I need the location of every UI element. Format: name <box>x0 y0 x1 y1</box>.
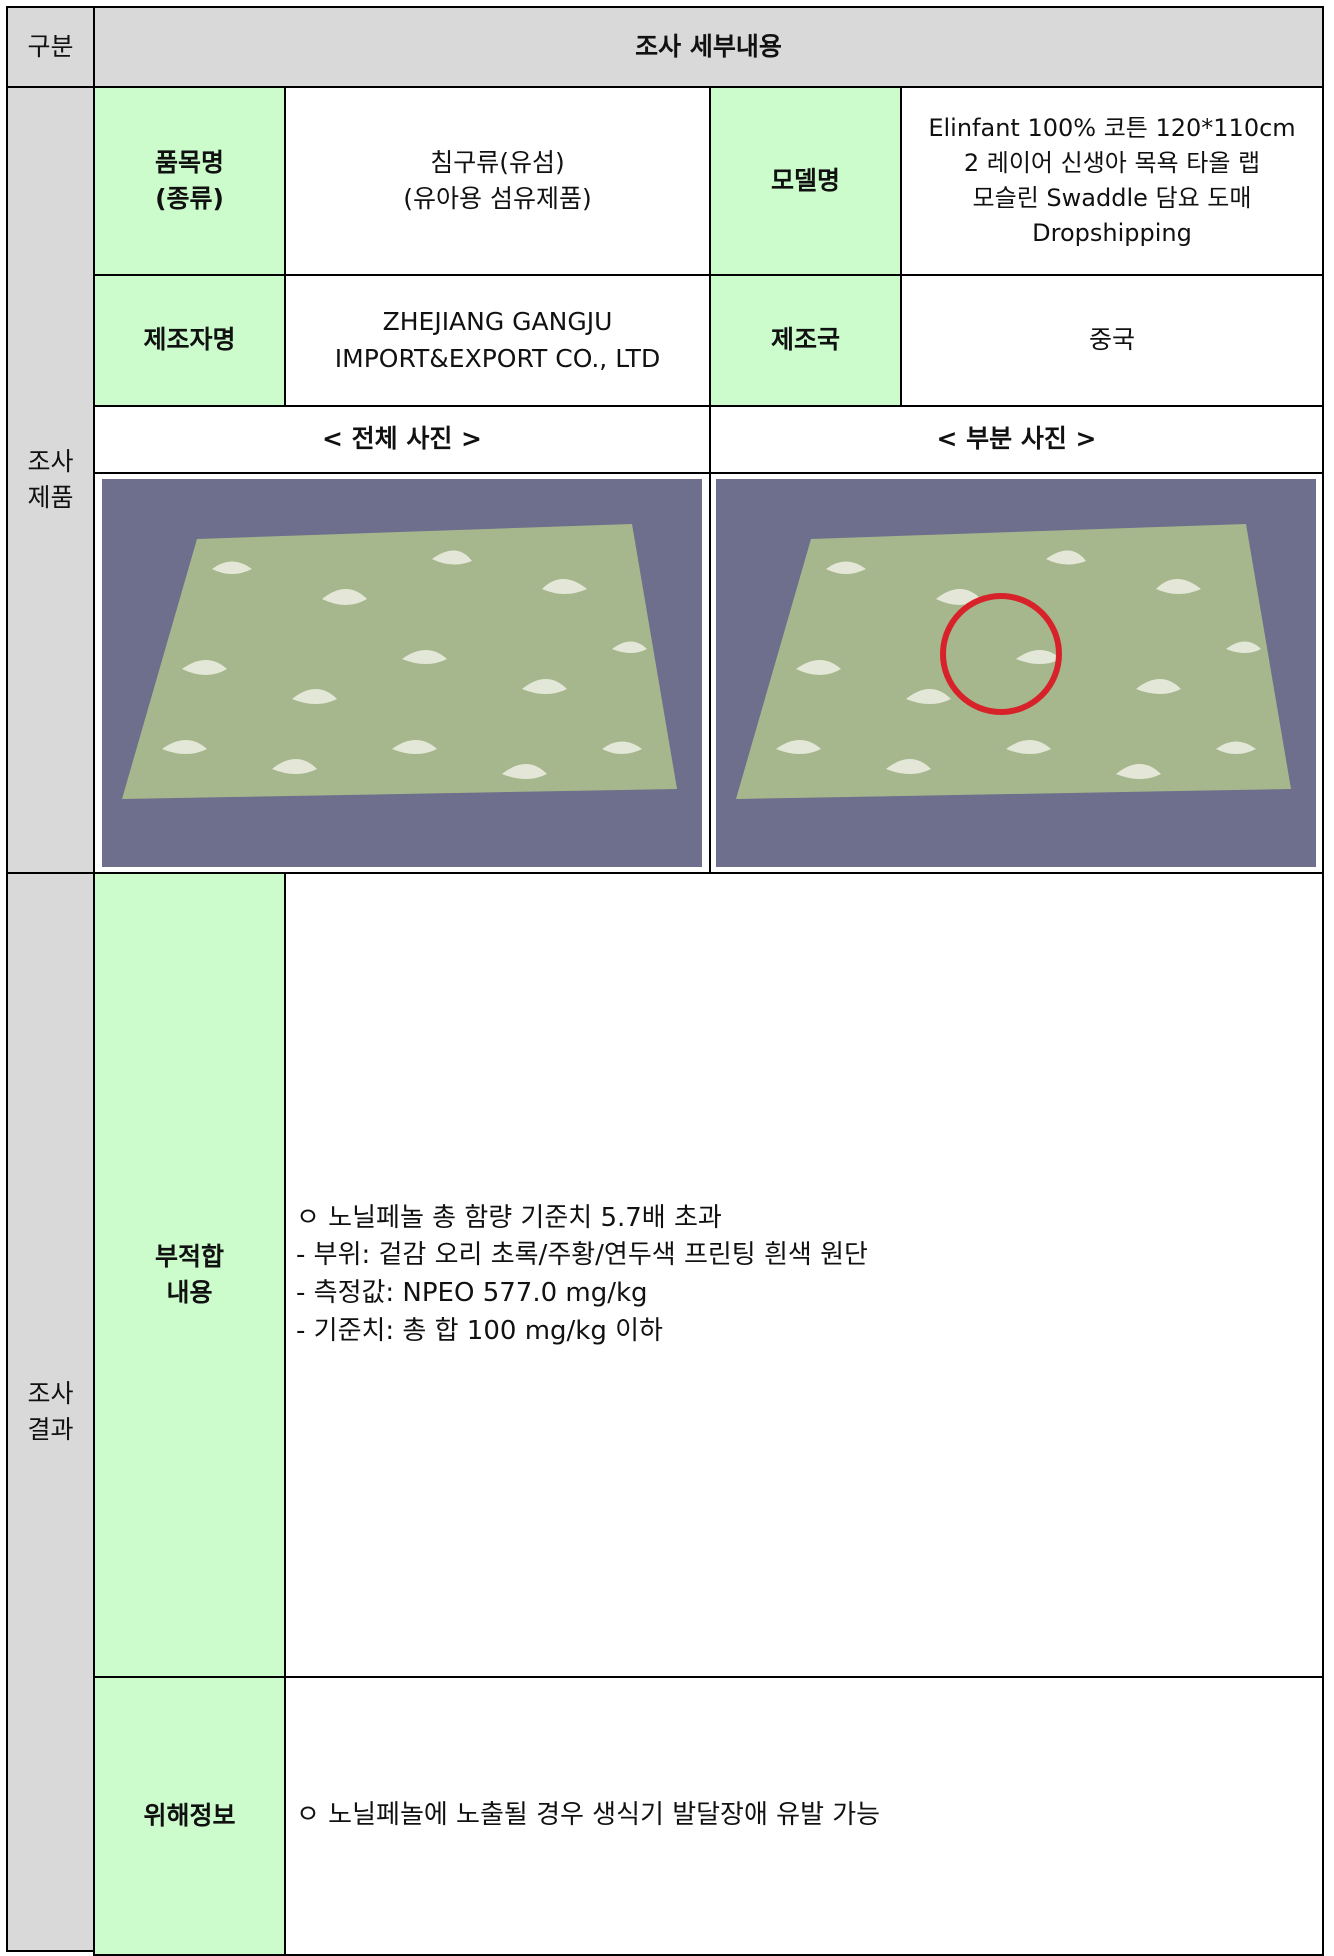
header-cell: 조사 세부내용 <box>93 6 1324 88</box>
field-label: 제조자명 <box>93 274 286 407</box>
field-label: 모델명 <box>709 86 902 276</box>
field-value: 중국 <box>900 274 1324 407</box>
photo-label: < 전체 사진 > <box>93 405 711 474</box>
field-value: Elinfant 100% 코튼 120*110cm 2 레이어 신생아 목욕 … <box>900 86 1324 276</box>
field-label: 제조국 <box>709 274 902 407</box>
photo-cell <box>93 472 711 874</box>
field-label: 부적합 내용 <box>93 872 286 1678</box>
photo-label: < 부분 사진 > <box>709 405 1324 474</box>
field-label: 위해정보 <box>93 1676 286 1956</box>
photo-part <box>716 479 1316 867</box>
field-value: ZHEJIANG GANGJU IMPORT&EXPORT CO., LTD <box>284 274 711 407</box>
text-line: - 측정값: NPEO 577.0 mg/kg <box>296 1278 648 1308</box>
section-label: 조사 결과 <box>6 872 95 1952</box>
section-label: 조사 제품 <box>6 86 95 874</box>
photo-full <box>102 479 702 867</box>
text-line: - 부위: 겉감 오리 초록/주황/연두색 프린팅 흰색 원단 <box>296 1240 868 1271</box>
text-line: ㅇ 노닐페놀 총 함량 기준치 5.7배 초과 <box>296 1202 722 1233</box>
photo-cell <box>709 472 1324 874</box>
field-value: ㅇ 노닐페놀에 노출될 경우 생식기 발달장애 유발 가능 <box>284 1676 1324 1956</box>
field-value: 침구류(유섬) (유아용 섬유제품) <box>284 86 711 276</box>
header-cell: 구분 <box>6 6 95 88</box>
field-value: ㅇ 노닐페놀 총 함량 기준치 5.7배 초과 - 부위: 겉감 오리 초록/주황… <box>284 872 1324 1678</box>
text-line: - 기준치: 총 합 100 mg/kg 이하 <box>296 1315 663 1346</box>
field-label: 품목명 (종류) <box>93 86 286 276</box>
